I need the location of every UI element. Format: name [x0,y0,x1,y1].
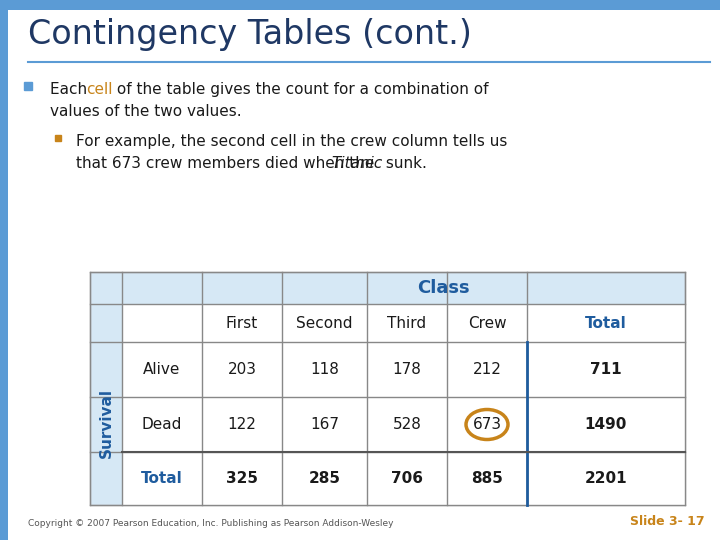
Text: Total: Total [141,471,183,486]
Text: 528: 528 [392,417,421,432]
Text: Second: Second [296,315,353,330]
Text: 118: 118 [310,362,339,377]
Text: values of the two values.: values of the two values. [50,104,242,119]
Text: 2201: 2201 [585,471,627,486]
Text: 203: 203 [228,362,256,377]
Text: 1490: 1490 [585,417,627,432]
Text: Third: Third [387,315,426,330]
Text: 212: 212 [472,362,501,377]
Text: Survival: Survival [99,388,114,458]
Text: Alive: Alive [143,362,181,377]
Text: sunk.: sunk. [381,156,427,171]
Text: Titanic: Titanic [331,156,382,171]
Text: cell: cell [86,82,112,97]
Text: Class: Class [417,279,470,297]
Text: Each: Each [50,82,92,97]
Text: Crew: Crew [468,315,506,330]
FancyBboxPatch shape [0,0,720,10]
Text: 673: 673 [472,417,502,432]
FancyBboxPatch shape [0,0,8,540]
Text: 711: 711 [590,362,622,377]
Text: 885: 885 [471,471,503,486]
Text: For example, the second cell in the crew column tells us: For example, the second cell in the crew… [76,134,508,149]
FancyBboxPatch shape [90,272,685,505]
Text: 167: 167 [310,417,339,432]
Text: 325: 325 [226,471,258,486]
FancyBboxPatch shape [122,304,685,505]
Text: 285: 285 [308,471,341,486]
Text: 178: 178 [392,362,421,377]
Text: of the table gives the count for a combination of: of the table gives the count for a combi… [112,82,488,97]
Text: 122: 122 [228,417,256,432]
Text: Slide 3- 17: Slide 3- 17 [631,515,705,528]
Text: Copyright © 2007 Pearson Education, Inc. Publishing as Pearson Addison-Wesley: Copyright © 2007 Pearson Education, Inc.… [28,519,394,528]
Text: that 673 crew members died when the: that 673 crew members died when the [76,156,379,171]
Text: Dead: Dead [142,417,182,432]
Text: First: First [226,315,258,330]
Text: Contingency Tables (cont.): Contingency Tables (cont.) [28,18,472,51]
Text: Total: Total [585,315,627,330]
Text: 706: 706 [391,471,423,486]
